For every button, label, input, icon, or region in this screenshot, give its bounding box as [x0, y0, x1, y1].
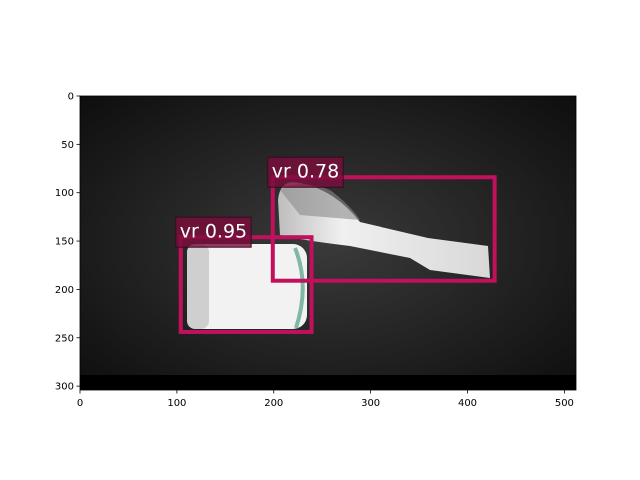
x-tick-label: 100: [167, 398, 186, 409]
detection-label: vr 0.78: [272, 161, 339, 183]
headset-body: [187, 244, 307, 329]
label-background: [175, 216, 252, 248]
y-tick-label: 150: [55, 237, 74, 248]
y-tick-label: 250: [55, 333, 74, 344]
y-tick-label: 200: [55, 285, 74, 296]
image: [80, 96, 576, 390]
headset-foam: [293, 247, 305, 329]
detection-box: [270, 175, 497, 283]
detection-label: vr 0.95: [180, 221, 247, 243]
label-background: [267, 156, 344, 188]
x-tick-label: 200: [264, 398, 283, 409]
x-tick-label: 500: [555, 398, 574, 409]
axes-frame: [79, 95, 577, 391]
headset-side: [187, 244, 209, 329]
y-tick-label: 50: [61, 140, 74, 151]
photo-strip: [80, 375, 576, 390]
strap-shadow: [280, 184, 360, 220]
x-tick-label: 300: [361, 398, 380, 409]
y-tick-label: 100: [55, 188, 74, 199]
x-tick-label: 400: [458, 398, 477, 409]
y-tick-label: 300: [55, 382, 74, 393]
x-tick-label: 0: [77, 398, 83, 409]
y-tick-label: 0: [68, 92, 74, 103]
